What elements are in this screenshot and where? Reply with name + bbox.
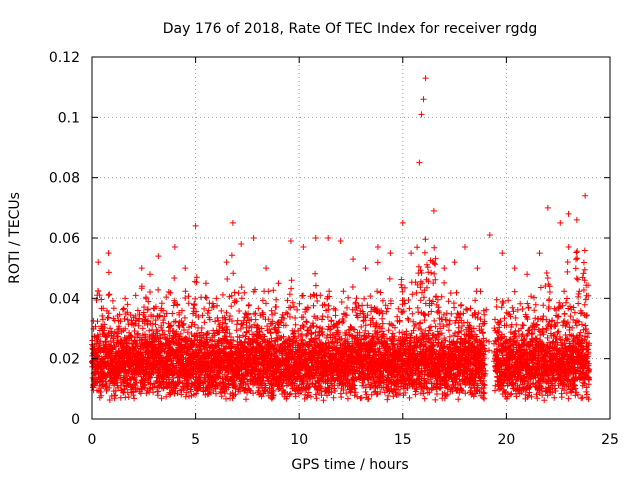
data-point — [192, 222, 199, 229]
x-tick-label: 10 — [290, 432, 308, 448]
x-tick-label: 0 — [88, 432, 97, 448]
data-point — [524, 271, 531, 278]
data-point — [499, 250, 506, 257]
data-point — [573, 216, 580, 223]
data-point — [536, 250, 543, 257]
data-point — [422, 75, 429, 82]
data-point — [350, 256, 357, 263]
data-point — [441, 265, 448, 272]
data-point — [325, 235, 332, 241]
data-point — [202, 280, 209, 287]
data-point — [582, 192, 589, 199]
y-tick-labels: 0 0.02 0.04 0.06 0.08 0.1 0.12 — [49, 50, 80, 428]
data-point — [337, 238, 344, 245]
data-point — [461, 244, 468, 251]
y-axis-label: ROTI / TECUs — [7, 192, 23, 284]
y-tick-label: 0.06 — [49, 231, 80, 247]
y-tick-label: 0.08 — [49, 171, 80, 187]
y-tick-label: 0.12 — [49, 50, 80, 66]
data-point — [122, 295, 129, 302]
data-point — [374, 244, 381, 251]
x-tick-labels: 0 5 10 15 20 25 — [88, 432, 619, 448]
data-point — [511, 265, 518, 272]
data-point — [300, 244, 307, 251]
data-point — [420, 96, 427, 103]
x-tick-label: 5 — [191, 432, 200, 448]
data-point — [486, 231, 493, 238]
data-point — [113, 355, 120, 362]
data-point — [163, 310, 170, 317]
y-tick-label: 0 — [71, 412, 80, 428]
data-point — [362, 265, 369, 272]
y-tick-label: 0.02 — [49, 352, 80, 368]
axis-ticks — [91, 56, 611, 420]
data-point — [105, 250, 112, 257]
data-point — [287, 238, 294, 245]
data-point — [171, 244, 178, 251]
data-point — [430, 207, 437, 214]
data-point — [223, 259, 230, 266]
data-point — [138, 265, 145, 272]
data-point — [565, 210, 572, 217]
data-points — [89, 75, 593, 404]
data-point — [544, 204, 551, 211]
data-point — [474, 265, 481, 272]
data-point — [130, 340, 137, 347]
y-tick-label: 0.04 — [49, 291, 80, 307]
data-point — [399, 219, 406, 226]
chart-title: Day 176 of 2018, Rate Of TEC Index for r… — [163, 21, 538, 37]
data-point — [387, 250, 394, 257]
data-point — [147, 271, 154, 278]
data-point — [418, 111, 425, 118]
data-point — [416, 159, 423, 166]
data-point — [263, 265, 270, 272]
data-point — [229, 219, 236, 226]
x-tick-label: 15 — [394, 432, 412, 448]
x-tick-label: 20 — [497, 432, 515, 448]
y-tick-label: 0.1 — [58, 110, 80, 126]
data-point — [312, 235, 319, 241]
data-point — [155, 253, 162, 260]
data-point — [238, 241, 245, 248]
data-point — [182, 265, 189, 272]
data-point — [95, 259, 102, 266]
data-point — [408, 250, 415, 257]
x-axis-label: GPS time / hours — [291, 457, 408, 473]
data-point — [557, 219, 564, 226]
data-point — [451, 259, 458, 266]
data-point — [275, 280, 282, 287]
data-point — [99, 325, 106, 332]
x-tick-label: 25 — [601, 432, 619, 448]
data-point — [213, 295, 220, 302]
grid — [92, 57, 610, 419]
data-point — [250, 235, 257, 241]
